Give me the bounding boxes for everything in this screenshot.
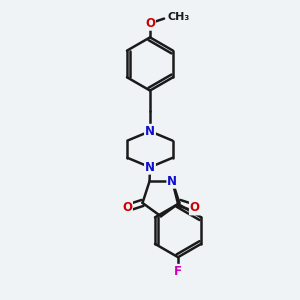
Text: CH₃: CH₃: [167, 12, 190, 22]
Text: O: O: [122, 202, 132, 214]
Text: O: O: [190, 202, 200, 214]
Text: O: O: [145, 17, 155, 30]
Text: F: F: [174, 265, 182, 278]
Text: N: N: [145, 125, 155, 138]
Text: N: N: [167, 175, 177, 188]
Text: N: N: [145, 161, 155, 174]
